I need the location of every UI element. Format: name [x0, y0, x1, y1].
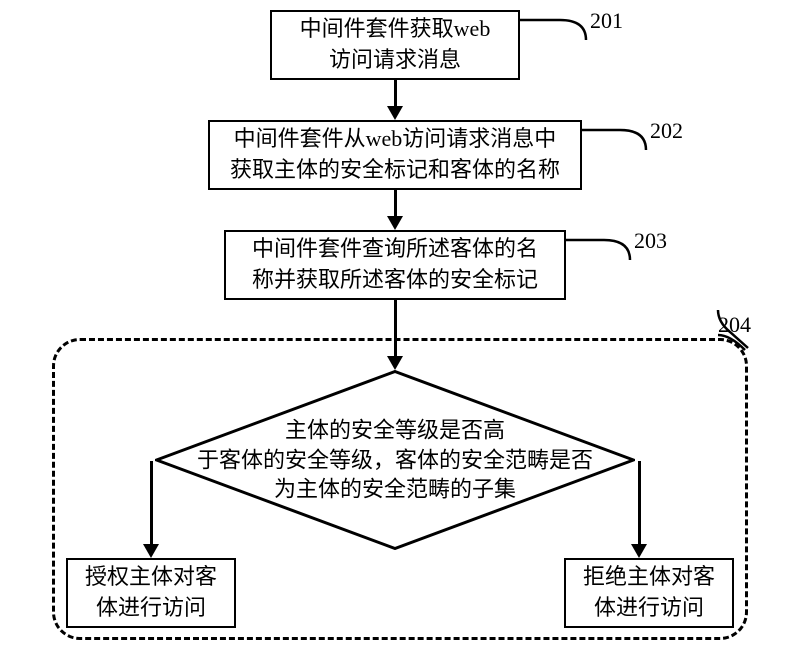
outcome-right-line1: 拒绝主体对客	[583, 564, 715, 589]
outcome-left-line2: 体进行访问	[96, 595, 206, 620]
outcome-right-line2: 体进行访问	[594, 595, 704, 620]
decision-line1: 主体的安全等级是否高	[285, 417, 505, 442]
step-3-line1: 中间件套件查询所述客体的名	[252, 236, 538, 261]
arrow-d-left-head	[143, 544, 159, 558]
step-3-line2: 称并获取所述客体的安全标记	[252, 267, 538, 292]
outcome-left-line1: 授权主体对客	[85, 564, 217, 589]
step-3-box: 中间件套件查询所述客体的名 称并获取所述客体的安全标记	[224, 230, 566, 300]
arrow-2-3-head	[387, 216, 403, 230]
arrow-1-2-line	[394, 80, 397, 108]
outcome-deny-box: 拒绝主体对客 体进行访问	[564, 558, 734, 628]
step-4-label: 204	[718, 312, 751, 338]
arrow-d-right-head	[631, 544, 647, 558]
arrow-1-2-head	[387, 106, 403, 120]
step-1-box: 中间件套件获取web 访问请求消息	[270, 10, 520, 80]
decision-line2: 于客体的安全等级，客体的安全范畴是否	[197, 447, 593, 472]
step-2-line2: 获取主体的安全标记和客体的名称	[230, 157, 560, 182]
decision-diamond: 主体的安全等级是否高 于客体的安全等级，客体的安全范畴是否 为主体的安全范畴的子…	[155, 370, 635, 550]
step-3-label: 203	[634, 228, 667, 254]
step-1-label: 201	[590, 8, 623, 34]
outcome-authorize-box: 授权主体对客 体进行访问	[66, 558, 236, 628]
step-1-line1: 中间件套件获取web	[300, 16, 491, 41]
arrow-d-right-line	[638, 461, 641, 545]
arrow-2-3-line	[394, 190, 397, 218]
step-2-box: 中间件套件从web访问请求消息中 获取主体的安全标记和客体的名称	[208, 120, 582, 190]
step-2-label: 202	[650, 118, 683, 144]
step-2-line1: 中间件套件从web访问请求消息中	[234, 126, 557, 151]
arrow-d-left-line	[150, 461, 153, 545]
step-1-line2: 访问请求消息	[329, 47, 461, 72]
decision-line3: 为主体的安全范畴的子集	[274, 477, 516, 502]
